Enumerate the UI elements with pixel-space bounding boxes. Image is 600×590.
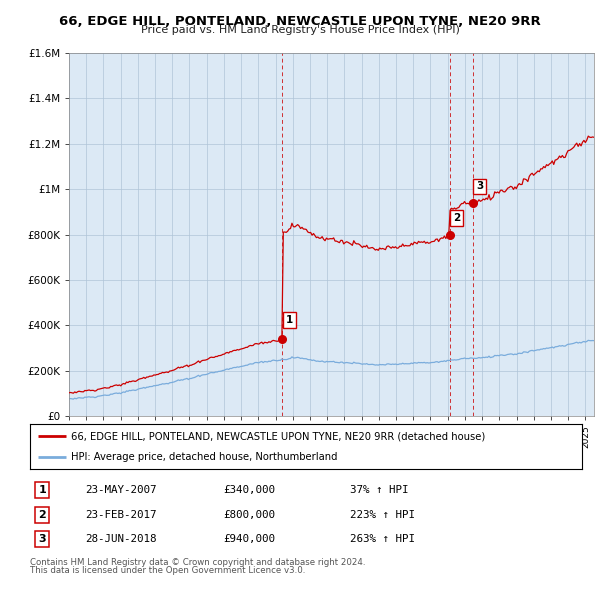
Text: Price paid vs. HM Land Registry's House Price Index (HPI): Price paid vs. HM Land Registry's House … <box>140 25 460 35</box>
Text: 23-FEB-2017: 23-FEB-2017 <box>85 510 157 520</box>
Text: 3: 3 <box>38 535 46 545</box>
Text: 23-MAY-2007: 23-MAY-2007 <box>85 486 157 495</box>
Text: 37% ↑ HPI: 37% ↑ HPI <box>350 486 409 495</box>
Text: 1: 1 <box>38 486 46 495</box>
Text: 263% ↑ HPI: 263% ↑ HPI <box>350 535 415 545</box>
Text: 66, EDGE HILL, PONTELAND, NEWCASTLE UPON TYNE, NE20 9RR (detached house): 66, EDGE HILL, PONTELAND, NEWCASTLE UPON… <box>71 431 485 441</box>
Text: 3: 3 <box>476 181 483 191</box>
Text: £340,000: £340,000 <box>223 486 275 495</box>
Text: 66, EDGE HILL, PONTELAND, NEWCASTLE UPON TYNE, NE20 9RR: 66, EDGE HILL, PONTELAND, NEWCASTLE UPON… <box>59 15 541 28</box>
Text: HPI: Average price, detached house, Northumberland: HPI: Average price, detached house, Nort… <box>71 452 338 462</box>
Text: 28-JUN-2018: 28-JUN-2018 <box>85 535 157 545</box>
Text: 2: 2 <box>38 510 46 520</box>
Text: 2: 2 <box>452 213 460 223</box>
Text: 1: 1 <box>286 315 293 325</box>
Text: £940,000: £940,000 <box>223 535 275 545</box>
Text: This data is licensed under the Open Government Licence v3.0.: This data is licensed under the Open Gov… <box>30 566 305 575</box>
Text: 223% ↑ HPI: 223% ↑ HPI <box>350 510 415 520</box>
Text: £800,000: £800,000 <box>223 510 275 520</box>
Text: Contains HM Land Registry data © Crown copyright and database right 2024.: Contains HM Land Registry data © Crown c… <box>30 558 365 566</box>
